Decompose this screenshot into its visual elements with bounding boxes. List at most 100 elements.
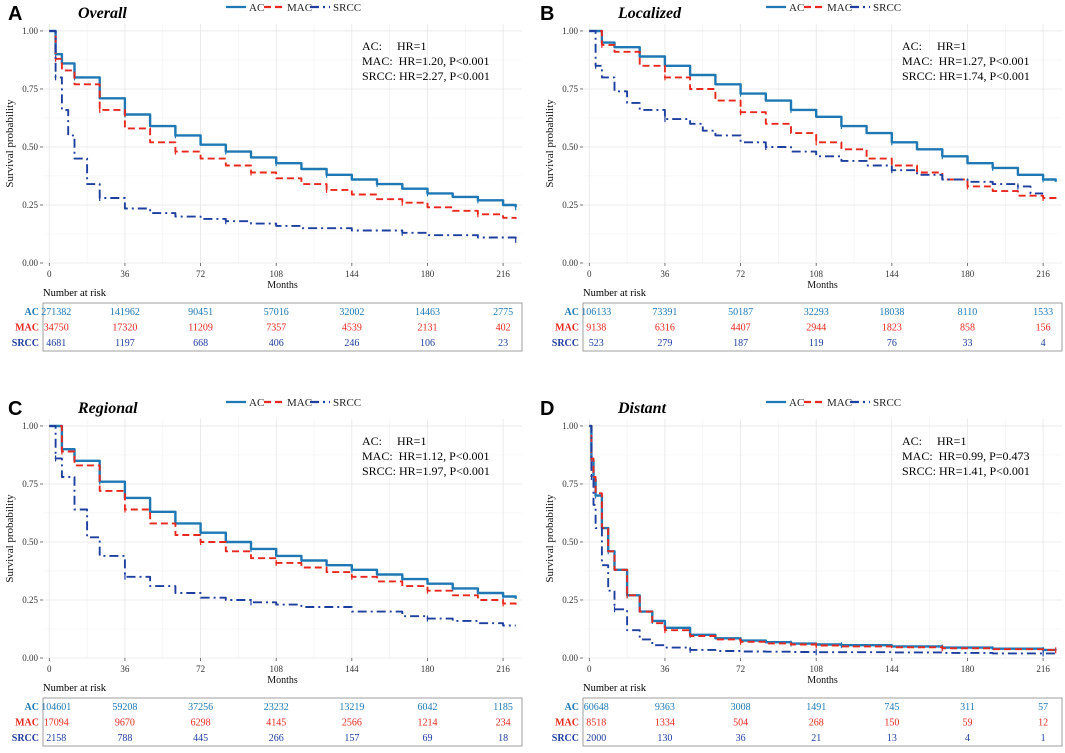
risk-count-mac: 2131 (417, 323, 437, 334)
risk-count-ac: 32293 (804, 307, 829, 318)
risk-count-ac: 141962 (110, 307, 140, 318)
risk-count-srcc: 21 (811, 733, 821, 744)
risk-row-label-ac: AC (25, 702, 39, 713)
y-axis-label: Survival probability (544, 494, 556, 583)
risk-row-label-srcc: SRCC (552, 338, 579, 349)
panel-title: Regional (77, 400, 138, 417)
hr-annotation-line: SRCC: HR=1.74, P<0.001 (902, 69, 1030, 83)
risk-row-label-srcc: SRCC (552, 733, 579, 744)
risk-table-frame (42, 697, 523, 747)
x-tick-label: 108 (269, 664, 283, 674)
risk-count-mac: 268 (809, 718, 824, 729)
x-tick-label: 72 (736, 269, 745, 279)
x-tick-label: 144 (345, 269, 359, 279)
x-tick-label: 144 (885, 664, 899, 674)
km-curve-srcc (589, 425, 1056, 655)
risk-count-srcc: 523 (589, 338, 604, 349)
risk-count-ac: 60648 (584, 702, 609, 713)
risk-count-srcc: 2158 (46, 733, 66, 744)
km-curve-ac (49, 424, 517, 599)
risk-table-title: Number at risk (43, 288, 107, 299)
risk-count-mac: 34750 (44, 323, 69, 334)
legend-label-srcc: SRCC (333, 2, 361, 14)
x-tick-label: 180 (421, 269, 435, 279)
risk-count-ac: 104601 (41, 702, 71, 713)
risk-table-title: Number at risk (43, 683, 107, 694)
risk-count-mac: 9138 (586, 323, 606, 334)
risk-row-label-mac: MAC (15, 718, 39, 729)
risk-row-label-srcc: SRCC (12, 338, 39, 349)
hr-annotation-line: SRCC: HR=1.97, P<0.001 (362, 464, 490, 478)
risk-count-mac: 402 (496, 323, 511, 334)
risk-count-ac: 6042 (417, 702, 437, 713)
hr-annotation-line: MAC: HR=1.20, P<0.001 (362, 54, 490, 68)
risk-count-ac: 3008 (731, 702, 751, 713)
x-tick-label: 36 (120, 269, 130, 279)
risk-count-ac: 57 (1038, 702, 1048, 713)
risk-count-srcc: 157 (344, 733, 359, 744)
risk-count-ac: 271382 (41, 307, 71, 318)
km-curve-mac (589, 30, 1057, 201)
risk-count-srcc: 4681 (46, 338, 66, 349)
risk-count-ac: 9363 (655, 702, 675, 713)
panel-b: B Localized AC MAC SRCC 0 36 72 108 144 180 216 0.00… (540, 2, 1063, 352)
x-tick-label: 144 (885, 269, 899, 279)
y-tick-label: 1.00 (562, 26, 578, 36)
panel-title: Overall (78, 5, 127, 22)
risk-table-frame (582, 697, 1063, 747)
legend-label-ac: AC (249, 2, 264, 14)
x-tick-label: 72 (196, 269, 205, 279)
hr-annotation-line: AC: HR=1 (902, 39, 966, 53)
risk-table-title: Number at risk (583, 683, 647, 694)
x-tick-label: 108 (269, 269, 283, 279)
x-tick-label: 0 (47, 269, 52, 279)
risk-count-mac: 6316 (655, 323, 675, 334)
risk-count-ac: 50187 (728, 307, 753, 318)
risk-row-label-ac: AC (565, 702, 579, 713)
legend-label-mac: MAC (827, 2, 852, 14)
hr-annotation-line: MAC: HR=0.99, P=0.473 (902, 449, 1030, 463)
risk-count-ac: 73391 (652, 307, 677, 318)
risk-count-mac: 504 (733, 718, 748, 729)
legend-label-ac: AC (789, 397, 804, 409)
risk-count-mac: 1334 (655, 718, 675, 729)
risk-table-frame (42, 302, 523, 352)
x-tick-label: 36 (660, 664, 670, 674)
hr-annotation-line: AC: HR=1 (902, 434, 966, 448)
legend-label-srcc: SRCC (873, 2, 901, 14)
y-tick-label: 1.00 (22, 421, 38, 431)
panel-letter: B (540, 3, 554, 25)
y-tick-label: 0.75 (562, 479, 578, 489)
risk-count-ac: 13219 (339, 702, 364, 713)
risk-row-label-srcc: SRCC (12, 733, 39, 744)
risk-count-srcc: 1 (1041, 733, 1046, 744)
panel-a: A Overall AC MAC SRCC 0 36 72 108 144 180 216 0.00 0.… (4, 2, 523, 352)
hr-annotation-line: MAC: HR=1.12, P<0.001 (362, 449, 490, 463)
km-curve-mac (49, 30, 517, 219)
legend-label-mac: MAC (287, 2, 312, 14)
risk-count-ac: 23232 (264, 702, 289, 713)
x-axis-label: Months (807, 675, 838, 686)
risk-count-ac: 1491 (806, 702, 826, 713)
x-tick-label: 144 (345, 664, 359, 674)
risk-count-mac: 8518 (586, 718, 606, 729)
y-tick-label: 1.00 (562, 421, 578, 431)
y-tick-label: 0.25 (562, 595, 578, 605)
y-tick-label: 0.50 (562, 537, 578, 547)
y-tick-label: 0.00 (22, 653, 38, 663)
risk-count-ac: 57016 (264, 307, 289, 318)
risk-count-srcc: 668 (193, 338, 208, 349)
y-axis-label: Survival probability (544, 99, 556, 188)
risk-count-mac: 4539 (342, 323, 362, 334)
risk-count-srcc: 36 (736, 733, 746, 744)
km-curve-ac (49, 29, 517, 208)
x-tick-label: 0 (587, 269, 592, 279)
risk-count-mac: 17094 (44, 718, 69, 729)
risk-count-ac: 8110 (958, 307, 978, 318)
panel-d: D Distant AC MAC SRCC 0 36 72 108 144 180 216 0.00 0.… (540, 397, 1063, 747)
risk-count-ac: 1533 (1033, 307, 1053, 318)
x-tick-label: 0 (47, 664, 52, 674)
x-tick-label: 216 (1036, 269, 1050, 279)
plot-area (43, 419, 522, 658)
